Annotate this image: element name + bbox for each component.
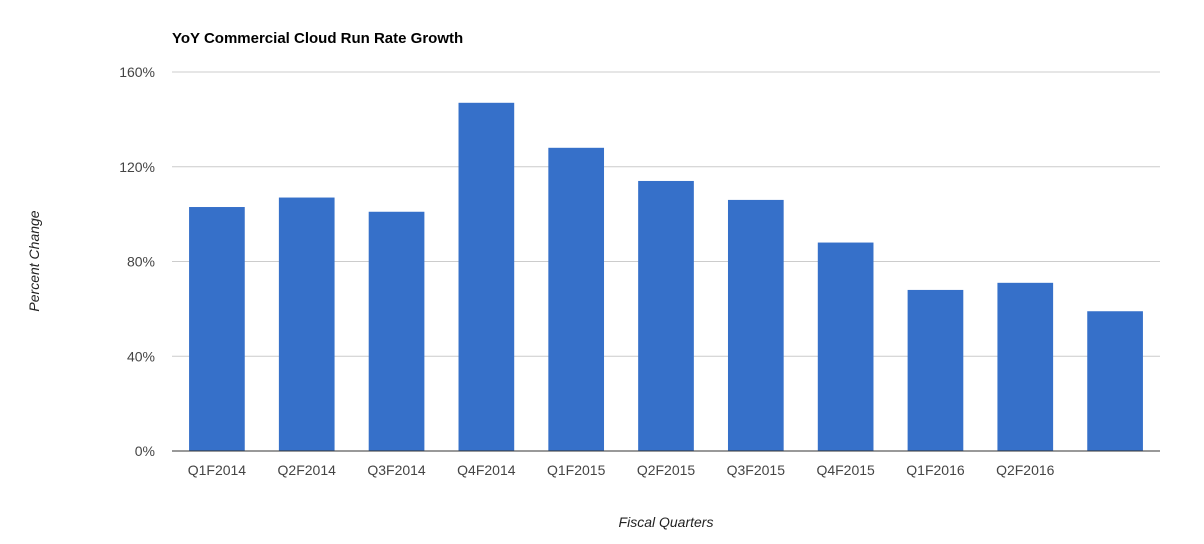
- x-tick-label: Q2F2014: [278, 462, 337, 478]
- x-tick-label: Q1F2015: [547, 462, 606, 478]
- bar: [368, 211, 425, 451]
- y-tick-label: 0%: [135, 443, 155, 459]
- x-tick-label: Q4F2014: [457, 462, 516, 478]
- y-tick-label: 120%: [119, 159, 155, 175]
- y-tick-label: 40%: [127, 348, 155, 364]
- bars: [189, 102, 1143, 452]
- y-tick-label: 80%: [127, 254, 155, 270]
- bar: [458, 102, 515, 451]
- x-axis-title: Fiscal Quarters: [619, 514, 714, 530]
- x-tick-label: Q1F2016: [906, 462, 965, 478]
- bar: [997, 282, 1054, 451]
- bar: [817, 242, 874, 451]
- x-tick-label: Q2F2015: [637, 462, 696, 478]
- bar: [727, 199, 784, 451]
- x-axis-ticks: Q1F2014 Q2F2014 Q3F2014 Q4F2014 Q1F2015 Q2F20…: [188, 462, 1055, 478]
- x-tick-label: Q1F2014: [188, 462, 247, 478]
- x-tick-label: Q3F2015: [727, 462, 786, 478]
- bar: [189, 207, 245, 451]
- bar: [278, 197, 335, 451]
- x-tick-label: Q2F2016: [996, 462, 1055, 478]
- bar: [1087, 311, 1143, 451]
- bar: [907, 289, 964, 451]
- x-tick-label: Q4F2015: [816, 462, 875, 478]
- bar: [638, 180, 694, 451]
- y-axis-ticks: 0% 40% 80% 120% 160%: [119, 64, 155, 459]
- y-tick-label: 160%: [119, 64, 155, 80]
- bar: [548, 147, 605, 452]
- y-axis-title: Percent Change: [26, 210, 42, 311]
- chart-title: YoY Commercial Cloud Run Rate Growth: [172, 30, 463, 47]
- x-tick-label: Q3F2014: [367, 462, 426, 478]
